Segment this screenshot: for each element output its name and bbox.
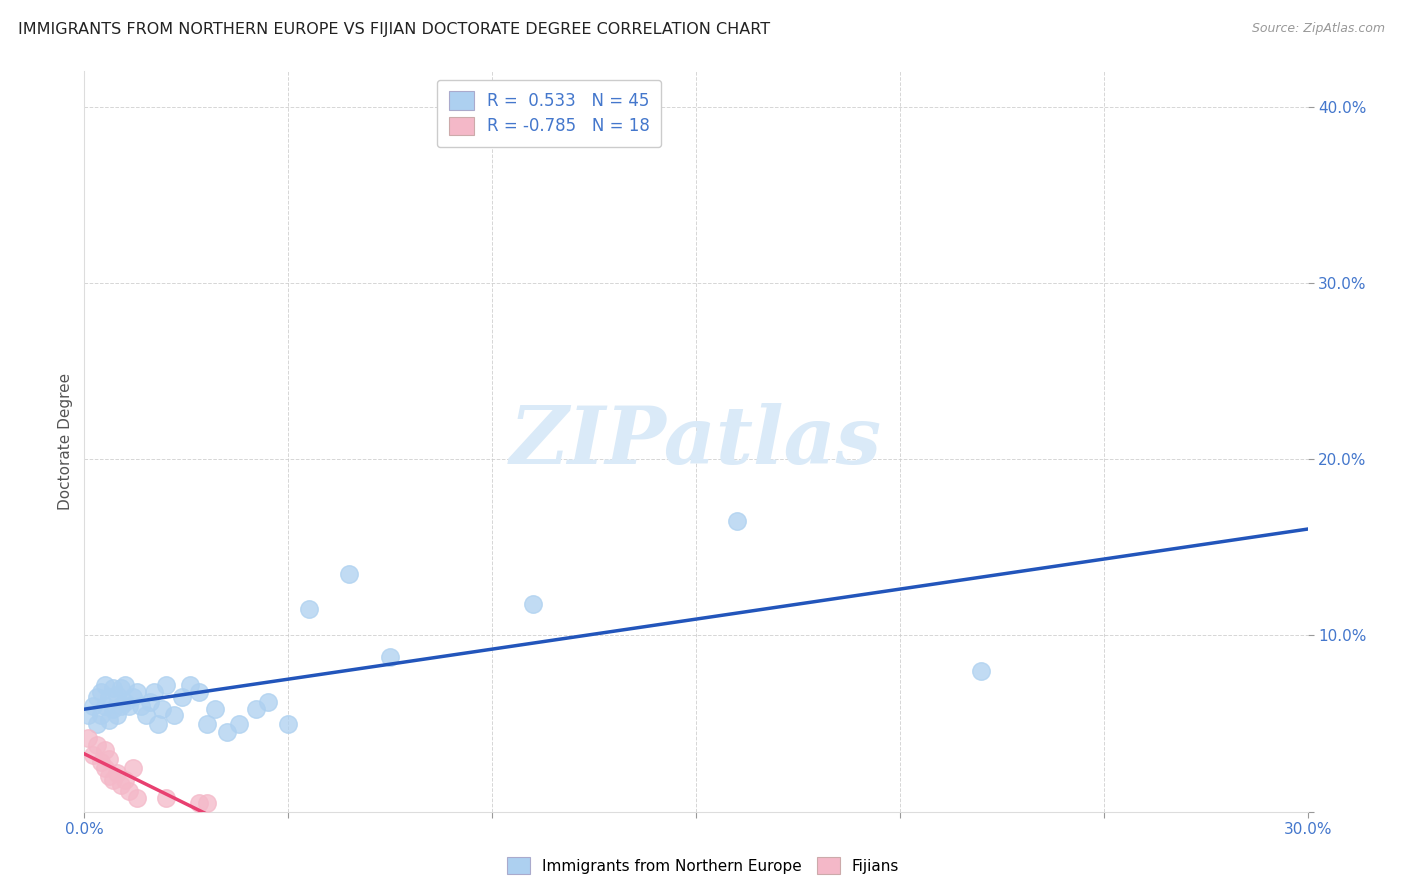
Point: [101, 772, 124, 787]
Point: [93, 698, 115, 713]
Point: [187, 796, 209, 810]
Point: [970, 664, 993, 678]
Point: [77, 731, 100, 745]
Point: [97, 690, 120, 705]
Point: [93, 678, 115, 692]
Point: [86, 690, 108, 705]
Point: [110, 698, 132, 713]
Point: [114, 695, 136, 709]
Point: [195, 796, 218, 810]
Text: IMMIGRANTS FROM NORTHERN EUROPE VS FIJIAN DOCTORATE DEGREE CORRELATION CHART: IMMIGRANTS FROM NORTHERN EUROPE VS FIJIA…: [18, 22, 770, 37]
Y-axis label: Doctorate Degree: Doctorate Degree: [58, 373, 73, 510]
Point: [118, 783, 141, 797]
Point: [105, 689, 128, 703]
Point: [131, 698, 153, 713]
Point: [245, 702, 267, 716]
Point: [195, 716, 218, 731]
Point: [150, 702, 173, 716]
Point: [90, 685, 112, 699]
Point: [118, 698, 141, 713]
Point: [90, 707, 112, 722]
Point: [110, 681, 132, 696]
Point: [127, 685, 149, 699]
Legend: R =  0.533   N = 45, R = -0.785   N = 18: R = 0.533 N = 45, R = -0.785 N = 18: [437, 79, 661, 147]
Point: [135, 707, 157, 722]
Point: [122, 761, 145, 775]
Point: [179, 678, 201, 692]
Point: [110, 778, 132, 792]
Point: [155, 678, 177, 692]
Point: [380, 649, 402, 664]
Point: [142, 685, 165, 699]
Point: [90, 756, 112, 770]
Point: [93, 761, 115, 775]
Point: [204, 702, 226, 716]
Point: [101, 702, 124, 716]
Point: [277, 716, 299, 731]
Point: [97, 769, 120, 783]
Point: [217, 725, 239, 739]
Point: [105, 707, 128, 722]
Point: [114, 772, 136, 787]
Point: [82, 698, 104, 713]
Legend: Immigrants from Northern Europe, Fijians: Immigrants from Northern Europe, Fijians: [501, 851, 905, 880]
Point: [725, 514, 748, 528]
Point: [522, 597, 544, 611]
Point: [97, 713, 120, 727]
Point: [228, 716, 250, 731]
Point: [105, 766, 128, 780]
Point: [127, 790, 149, 805]
Point: [82, 748, 104, 763]
Point: [155, 790, 177, 805]
Point: [101, 681, 124, 696]
Point: [97, 752, 120, 766]
Point: [122, 690, 145, 705]
Point: [187, 685, 209, 699]
Point: [339, 566, 361, 581]
Point: [172, 690, 194, 705]
Point: [86, 738, 108, 752]
Text: Source: ZipAtlas.com: Source: ZipAtlas.com: [1251, 22, 1385, 36]
Point: [114, 678, 136, 692]
Point: [298, 602, 321, 616]
Point: [93, 743, 115, 757]
Point: [146, 716, 169, 731]
Point: [86, 716, 108, 731]
Point: [257, 695, 280, 709]
Text: ZIPatlas: ZIPatlas: [510, 403, 882, 480]
Point: [77, 707, 100, 722]
Point: [138, 695, 160, 709]
Point: [163, 707, 186, 722]
